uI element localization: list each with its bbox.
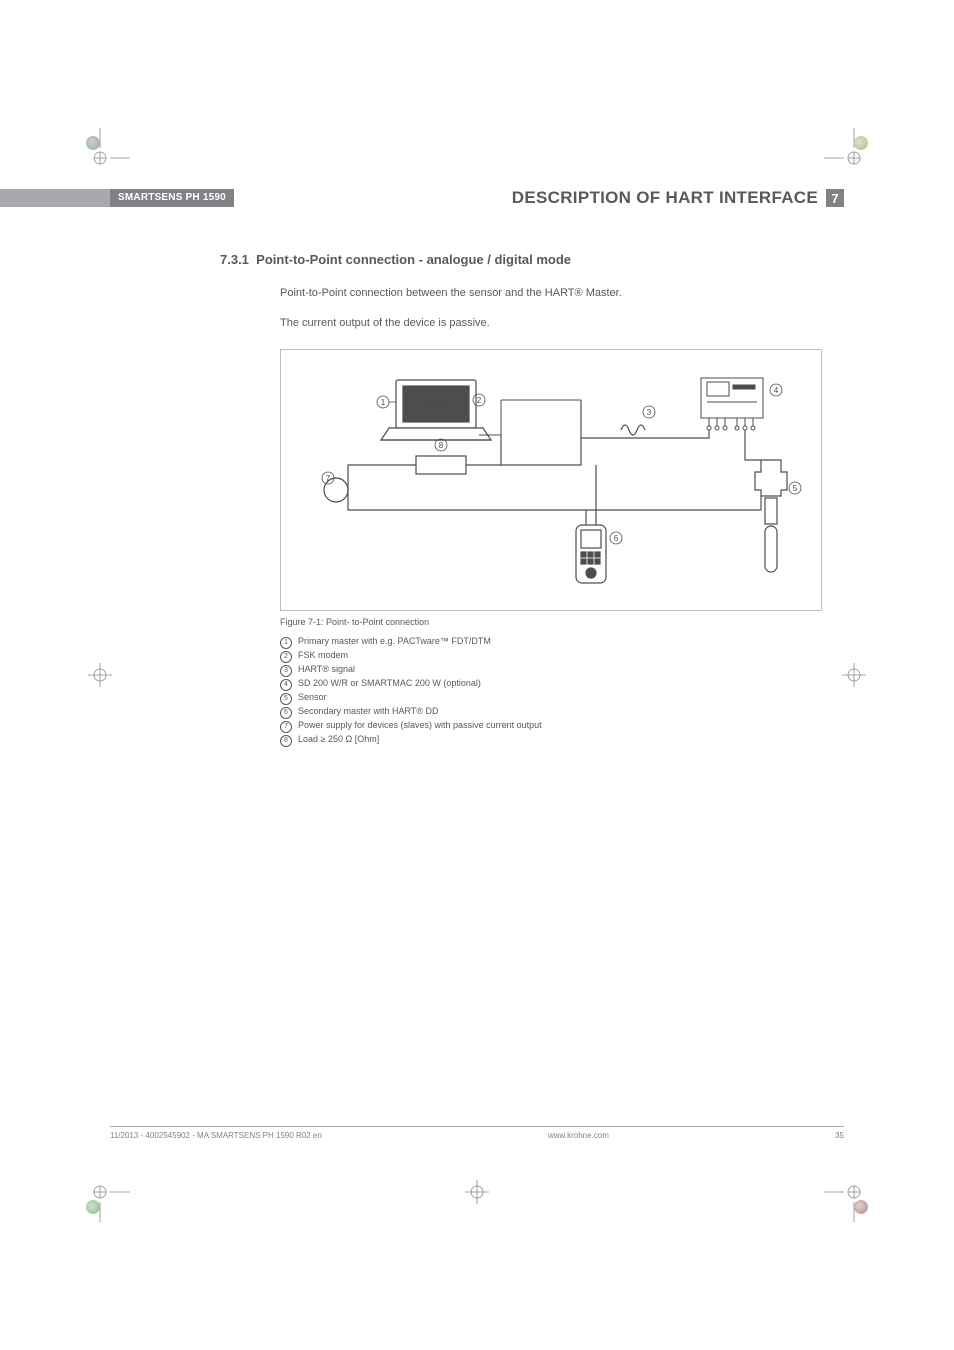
legend-text: SD 200 W/R or SMARTMAC 200 W (optional) bbox=[298, 677, 481, 691]
content-area: 7.3.1 Point-to-Point connection - analog… bbox=[220, 252, 834, 747]
legend-marker: 3 bbox=[280, 665, 292, 677]
legend-marker: 5 bbox=[280, 693, 292, 705]
svg-text:6: 6 bbox=[614, 534, 619, 543]
svg-text:4: 4 bbox=[774, 386, 779, 395]
legend-marker: 6 bbox=[280, 707, 292, 719]
page-header: SMARTSENS PH 1590 DESCRIPTION OF HART IN… bbox=[0, 188, 954, 208]
legend-item: 6 Secondary master with HART® DD bbox=[280, 705, 834, 719]
svg-text:7: 7 bbox=[326, 474, 331, 483]
figure-legend: 1 Primary master with e.g. PACTware™ FDT/… bbox=[280, 635, 834, 747]
section-heading: 7.3.1 Point-to-Point connection - analog… bbox=[220, 252, 834, 267]
page-footer: 11/2013 - 4002545902 - MA SMARTSENS PH 1… bbox=[110, 1126, 844, 1140]
product-tag: SMARTSENS PH 1590 bbox=[110, 189, 234, 207]
legend-text: Primary master with e.g. PACTware™ FDT/D… bbox=[298, 635, 491, 649]
legend-text: FSK modem bbox=[298, 649, 348, 663]
footer-doc-id: 11/2013 - 4002545902 - MA SMARTSENS PH 1… bbox=[110, 1131, 322, 1140]
legend-item: 4 SD 200 W/R or SMARTMAC 200 W (optional) bbox=[280, 677, 834, 691]
figure-caption: Figure 7-1: Point- to-Point connection bbox=[280, 617, 834, 627]
svg-text:3: 3 bbox=[647, 408, 652, 417]
legend-item: 2 FSK modem bbox=[280, 649, 834, 663]
crop-mark bbox=[824, 1162, 884, 1222]
body-paragraph: The current output of the device is pass… bbox=[280, 317, 834, 329]
section-title: Point-to-Point connection - analogue / d… bbox=[256, 252, 571, 267]
legend-marker: 7 bbox=[280, 721, 292, 733]
svg-text:Enigm%: Enigm% bbox=[423, 400, 449, 408]
legend-text: Load ≥ 250 Ω [Ohm] bbox=[298, 733, 379, 747]
color-registration-dot bbox=[86, 136, 100, 150]
footer-url: www.krohne.com bbox=[548, 1131, 609, 1140]
legend-item: 8 Load ≥ 250 Ω [Ohm] bbox=[280, 733, 834, 747]
crop-mark bbox=[70, 1162, 130, 1222]
chapter-number: 7 bbox=[826, 189, 844, 207]
color-registration-dot bbox=[854, 1200, 868, 1214]
legend-item: 3 HART® signal bbox=[280, 663, 834, 677]
legend-marker: 2 bbox=[280, 651, 292, 663]
legend-marker: 4 bbox=[280, 679, 292, 691]
legend-item: 1 Primary master with e.g. PACTware™ FDT/… bbox=[280, 635, 834, 649]
svg-text:8: 8 bbox=[439, 441, 444, 450]
legend-text: HART® signal bbox=[298, 663, 355, 677]
chapter-title: DESCRIPTION OF HART INTERFACE bbox=[246, 188, 826, 208]
legend-text: Sensor bbox=[298, 691, 327, 705]
header-bar-left bbox=[0, 189, 110, 207]
crop-mark bbox=[824, 128, 884, 188]
svg-text:2: 2 bbox=[477, 396, 482, 405]
color-registration-dot bbox=[854, 136, 868, 150]
color-registration-dot bbox=[86, 1200, 100, 1214]
footer-page-number: 35 bbox=[835, 1131, 844, 1140]
legend-marker: 8 bbox=[280, 735, 292, 747]
crop-mark bbox=[70, 128, 130, 188]
legend-text: Secondary master with HART® DD bbox=[298, 705, 439, 719]
section-number: 7.3.1 bbox=[220, 252, 249, 267]
legend-marker: 1 bbox=[280, 637, 292, 649]
svg-text:1: 1 bbox=[381, 398, 386, 407]
svg-text:5: 5 bbox=[793, 484, 798, 493]
body-paragraph: Point-to-Point connection between the se… bbox=[280, 287, 834, 299]
page: SMARTSENS PH 1590 DESCRIPTION OF HART IN… bbox=[0, 0, 954, 1350]
legend-item: 5 Sensor bbox=[280, 691, 834, 705]
crop-mark bbox=[70, 645, 130, 705]
figure-diagram: Enigm% 1 2 bbox=[280, 349, 822, 611]
legend-text: Power supply for devices (slaves) with p… bbox=[298, 719, 542, 733]
legend-item: 7 Power supply for devices (slaves) with … bbox=[280, 719, 834, 733]
crop-mark bbox=[447, 1162, 507, 1222]
